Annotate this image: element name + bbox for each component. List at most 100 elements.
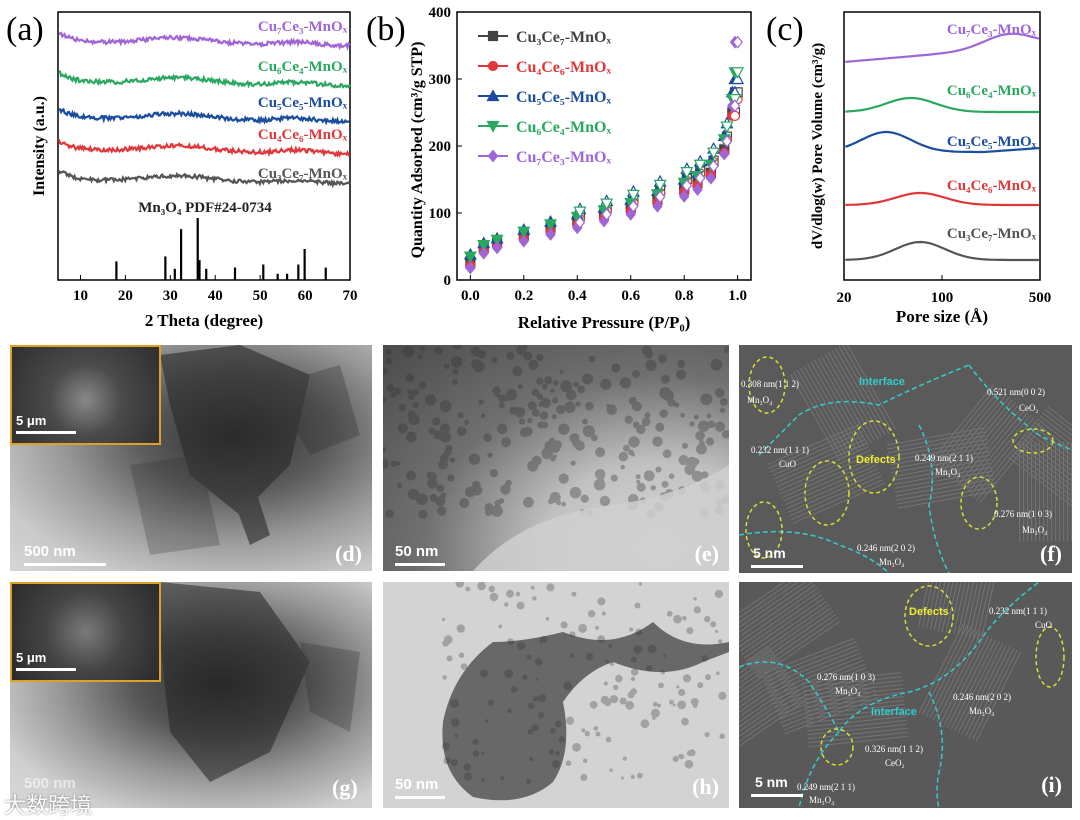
tem-e-pore xyxy=(706,413,712,419)
lattice-fringe xyxy=(783,460,876,502)
panel-d-sem: 5 μm 500 nm (d) xyxy=(10,345,372,571)
xrd-reference-label: Mn₃O₄ PDF#24-0734 xyxy=(138,200,272,216)
panel-g-sem: 5 μm 500 nm (g) xyxy=(10,582,372,808)
isotherm-point xyxy=(654,190,666,204)
lattice-fringe xyxy=(739,679,793,718)
sem-d-inset-scale: 5 μm xyxy=(16,413,47,428)
isotherm-y-tick-label: 100 xyxy=(429,206,452,222)
tem-e-pore xyxy=(724,346,729,354)
pore-curve-line xyxy=(845,96,1039,114)
xrd-pattern-line xyxy=(58,70,351,90)
tem-h-pore xyxy=(484,719,489,723)
hrtem-f-fringe-5-d: 0.276 nm(1 0 3) xyxy=(994,509,1052,519)
tem-h-pore xyxy=(701,655,709,662)
tem-e-pore xyxy=(501,437,512,448)
sem-d-flakes xyxy=(130,345,360,555)
tem-h-pore xyxy=(681,717,689,726)
lattice-fringe xyxy=(1046,406,1072,427)
tem-h-pore xyxy=(532,596,537,601)
tem-h-pore xyxy=(477,582,486,591)
tem-e-pore xyxy=(610,474,618,482)
lattice-fringe xyxy=(780,453,873,495)
lattice-fringe xyxy=(808,735,909,748)
lattice-fringe xyxy=(929,628,975,719)
tem-h-pore xyxy=(646,665,653,672)
tem-h-pore xyxy=(692,703,698,708)
tem-h-pore xyxy=(652,716,656,720)
tem-h-pore xyxy=(537,693,547,703)
tem-e-pore xyxy=(514,407,526,418)
tem-h-pore xyxy=(444,635,453,644)
tem-e-pore xyxy=(636,479,641,484)
tem-e-pore xyxy=(560,380,573,393)
tem-e-background-region xyxy=(473,465,729,571)
tem-h-pore xyxy=(456,624,465,633)
lattice-fringe xyxy=(970,417,1035,496)
tem-e-pore xyxy=(417,354,423,359)
tem-e-pore xyxy=(536,354,544,362)
tem-e-pore xyxy=(600,478,605,483)
tem-e-pore xyxy=(682,442,688,449)
isotherm-y-tick-label: 200 xyxy=(429,139,452,155)
tem-e-pore xyxy=(710,358,723,371)
tem-h-pore xyxy=(627,691,635,699)
tem-e-pore xyxy=(550,388,555,393)
isotherm-point xyxy=(729,99,741,113)
xrd-y-label: Intensity (a.u.) xyxy=(31,96,48,196)
lattice-fringe xyxy=(808,731,908,744)
tem-e-pore xyxy=(572,438,581,448)
tem-h-pore xyxy=(585,652,594,661)
isotherm-y-label: Quantity Adsorbed (cm³/g STP) xyxy=(409,42,426,259)
hrtem-i-fringe-2-phase: Mn₃O₄ xyxy=(835,686,860,696)
tem-e-pore xyxy=(559,369,564,374)
isotherm-point xyxy=(477,240,491,252)
lattice-fringe xyxy=(739,676,791,713)
tem-e-pore xyxy=(542,383,548,390)
pore-x-tick-label: 100 xyxy=(931,290,954,306)
isotherm-point xyxy=(487,30,499,42)
lattice-fringe xyxy=(748,607,832,665)
tem-e-pore xyxy=(396,461,401,466)
pore-curve-line xyxy=(845,240,1039,262)
tem-h-pore xyxy=(609,695,619,704)
tem-h-pore xyxy=(672,703,676,707)
lattice-fringe xyxy=(757,620,841,679)
tem-h-pore xyxy=(637,772,643,779)
tem-h-pore xyxy=(526,654,532,660)
lattice-fringe xyxy=(755,617,839,675)
tem-e-pore xyxy=(660,374,670,384)
lattice-fringe xyxy=(750,610,834,669)
tem-h-pore xyxy=(504,669,514,679)
lattice-fringe xyxy=(886,427,986,446)
tem-h-pore xyxy=(454,734,458,738)
tem-e-pore xyxy=(519,427,530,438)
tem-e-pore xyxy=(408,414,420,426)
tem-h-pore xyxy=(584,731,590,737)
tem-e-pore xyxy=(662,449,672,459)
lattice-fringe xyxy=(894,470,993,489)
isotherm-series-group xyxy=(465,35,743,275)
isotherm-point xyxy=(487,149,499,163)
isotherm-point xyxy=(544,219,558,232)
tem-e-pore xyxy=(498,402,505,409)
tem-e-pore xyxy=(447,474,455,482)
tem-e-pore xyxy=(650,485,656,491)
isotherm-point xyxy=(628,199,639,213)
tem-e-pore xyxy=(406,431,417,443)
lattice-fringe xyxy=(892,458,991,478)
tem-e-pore xyxy=(394,387,402,395)
tem-e-pore xyxy=(590,434,598,442)
tem-e-pore xyxy=(429,494,438,502)
tem-e-pore xyxy=(408,393,415,401)
tem-h-pore xyxy=(609,768,613,772)
tem-h-pore xyxy=(605,736,612,743)
tem-h-pore xyxy=(532,696,538,702)
panel-letter-b: (b) xyxy=(366,11,406,48)
lattice-fringe xyxy=(739,699,807,747)
tem-e-pore xyxy=(601,498,608,505)
hrtem-i-fringe-1-phase: CuO xyxy=(1035,620,1053,630)
tem-e-pore xyxy=(396,482,403,489)
tem-e-pore xyxy=(719,407,726,414)
tem-e-pore xyxy=(552,397,559,404)
tem-e-pore xyxy=(719,397,728,406)
